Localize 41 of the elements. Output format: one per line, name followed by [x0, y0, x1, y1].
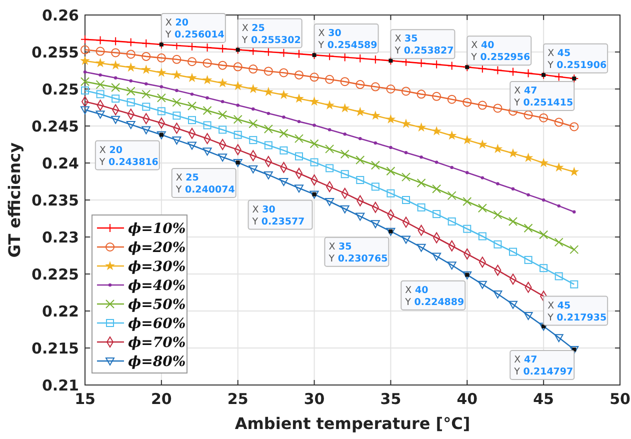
annotation: X 40 Y 0.252956	[470, 40, 531, 64]
legend-label: ϕ=50%	[128, 296, 186, 313]
annotation: X 20 Y 0.256014	[164, 17, 225, 40]
legend-label: ϕ=10%	[128, 220, 186, 237]
legend-label: ϕ=70%	[128, 334, 186, 351]
annotation: X 40 Y 0.224889	[404, 284, 464, 308]
x-tick-label: 30	[304, 390, 325, 408]
annotation: X 20 Y 0.243816	[98, 144, 159, 168]
annotation: X 45 Y 0.251906	[546, 48, 607, 71]
x-tick-label: 20	[150, 390, 172, 408]
y-tick-label: 0.245	[32, 117, 79, 136]
y-tick-label: 0.23	[42, 228, 79, 246]
annotation: X 35 Y 0.230765	[328, 241, 388, 264]
x-tick-label: 50	[610, 390, 630, 408]
y-tick-label: 0.24	[42, 154, 79, 172]
annotation: X 47 Y 0.251415	[513, 86, 574, 109]
legend-label: ϕ=80%	[128, 354, 186, 370]
y-tick-label: 0.215	[32, 339, 79, 358]
y-tick-label: 0.235	[32, 191, 79, 210]
legend-label: ϕ=60%	[128, 316, 186, 332]
legend-label: ϕ=40%	[128, 278, 186, 294]
x-tick-label: 25	[227, 390, 248, 408]
y-tick-label: 0.25	[42, 80, 79, 98]
x-axis-title: Ambient temperature [°C]	[234, 414, 470, 433]
annotation: X 47 Y 0.214797	[513, 354, 574, 378]
y-tick-label: 0.225	[32, 265, 79, 284]
annotation: X 30 Y 0.254589	[317, 28, 378, 52]
y-tick-label: 0.255	[32, 43, 79, 62]
x-tick-label: 35	[380, 390, 402, 408]
annotation: X 25 Y 0.240074	[174, 172, 236, 196]
y-tick-label: 0.26	[42, 6, 79, 24]
legend-label: ϕ=20%	[128, 240, 186, 256]
x-tick-label: 45	[533, 390, 554, 408]
y-axis-title: GT efficiency	[5, 142, 24, 258]
annotation: X 45 Y 0.217935	[546, 300, 607, 324]
x-tick-label: 40	[456, 390, 478, 408]
annotation: X 35 Y 0.253827	[394, 34, 454, 57]
annotation: X 25 Y 0.255302	[240, 22, 301, 46]
y-tick-label: 0.22	[42, 302, 79, 320]
legend-label: ϕ=30%	[128, 258, 186, 275]
annotation: X 30 Y 0.23577	[251, 204, 305, 228]
